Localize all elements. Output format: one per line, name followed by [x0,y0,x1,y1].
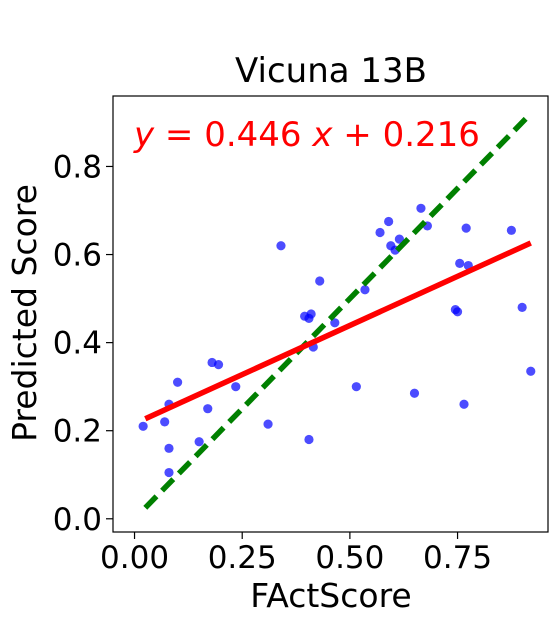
y-tick-label: 0.4 [53,326,102,362]
data-point [330,318,340,328]
data-point [203,404,213,414]
data-point [455,258,465,268]
equation-x: x [311,115,333,155]
equation-equals: = 0.446 [154,115,312,155]
data-point [173,377,183,387]
data-point [351,382,361,392]
data-point [360,285,370,295]
equation-y: y [133,115,155,155]
data-point [506,225,516,235]
axes-frame [112,95,549,533]
y-tick-label: 0.0 [53,502,102,538]
data-point [304,434,314,445]
data-point [517,302,527,312]
regression-equation: y = 0.446 x + 0.216 [133,115,480,155]
equation-rest: + 0.216 [333,115,480,155]
x-tick-label: 0.25 [208,540,277,576]
data-point [409,388,420,398]
y-axis-label: Predicted Score [5,184,44,442]
data-point [315,276,325,286]
y-tick-label: 0.2 [53,414,102,450]
data-point [164,443,174,453]
data-point [384,216,394,227]
y-tick-label: 0.6 [53,238,102,274]
regression-line [144,240,532,422]
data-point [263,419,273,429]
data-point [452,307,463,317]
x-tick-label: 0.50 [315,540,384,576]
data-point [213,360,224,370]
x-axis-label: FActScore [250,576,411,615]
chart-title: Vicuna 13B [235,51,427,91]
data-point [138,421,148,431]
data-point [306,309,316,319]
data-point [461,223,471,233]
plot-area: 0.00 0.25 0.50 0.75 0.0 0.2 0.4 0.6 0.8 [53,95,549,576]
x-tick-label: 0.75 [423,540,492,576]
data-point [276,241,286,251]
data-point [394,234,405,244]
data-point [459,399,469,409]
x-tick-label: 0.00 [100,540,169,576]
data-point [416,203,426,213]
data-point [375,227,385,238]
data-point [526,366,536,376]
identity-line [143,116,529,510]
y-tick-label: 0.8 [53,149,102,185]
data-point [160,417,170,427]
data-point [231,382,241,392]
data-point [164,467,174,478]
data-point [194,437,204,447]
